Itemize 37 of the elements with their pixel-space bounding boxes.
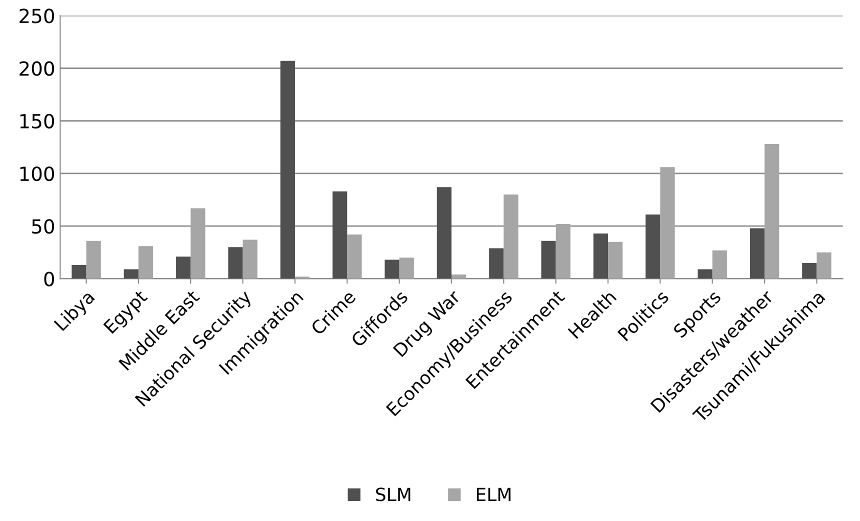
bar [190, 208, 206, 279]
bar [228, 247, 243, 279]
bar [712, 250, 727, 279]
y-tick-label: 150 [20, 114, 54, 129]
bar [556, 224, 570, 279]
bar [750, 228, 765, 279]
bar [280, 60, 295, 279]
legend-label: SLM [376, 488, 410, 502]
y-tick-label: 0 [44, 272, 54, 286]
legend-label: ELM [476, 488, 510, 501]
bar [541, 240, 556, 279]
bar [816, 252, 832, 279]
bar [242, 240, 258, 279]
bar [332, 191, 348, 279]
bar [608, 242, 623, 279]
bar [347, 234, 362, 279]
bar [646, 214, 660, 279]
y-tick-label: 50 [32, 219, 54, 234]
bar [489, 248, 504, 279]
bar [504, 194, 518, 279]
bar [86, 240, 101, 279]
bar [764, 144, 780, 279]
bar [384, 260, 400, 279]
bar [138, 246, 154, 279]
y-tick-label: 250 [20, 8, 54, 24]
bar [124, 269, 138, 279]
bar [72, 265, 86, 279]
y-tick-label: 100 [20, 166, 54, 182]
y-tick-label: 200 [20, 61, 54, 76]
bar [802, 262, 817, 279]
bar [399, 258, 414, 279]
bar [593, 233, 608, 279]
bar [660, 167, 675, 279]
bar [436, 187, 452, 279]
bar [452, 274, 466, 279]
bar [176, 256, 191, 279]
bar [698, 269, 712, 279]
